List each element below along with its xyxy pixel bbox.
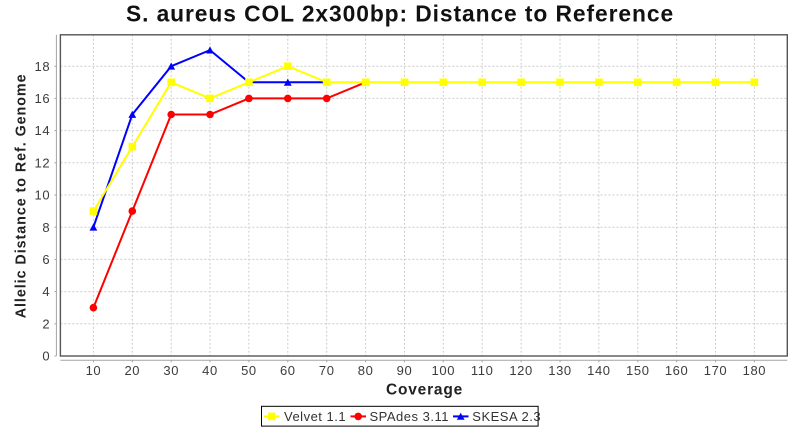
svg-text:14: 14: [35, 123, 51, 138]
svg-text:120: 120: [509, 363, 533, 378]
svg-text:150: 150: [626, 363, 650, 378]
svg-text:8: 8: [42, 220, 50, 235]
svg-text:0: 0: [42, 349, 50, 364]
svg-text:180: 180: [743, 363, 767, 378]
svg-text:10: 10: [86, 363, 102, 378]
svg-text:6: 6: [42, 252, 50, 267]
svg-text:Coverage: Coverage: [386, 382, 463, 399]
svg-text:130: 130: [548, 363, 572, 378]
svg-text:60: 60: [280, 363, 296, 378]
svg-text:12: 12: [35, 155, 51, 170]
svg-text:100: 100: [432, 363, 456, 378]
svg-text:50: 50: [241, 363, 257, 378]
svg-text:10: 10: [35, 188, 51, 203]
svg-text:Velvet 1.1: Velvet 1.1: [284, 409, 346, 424]
svg-text:4: 4: [42, 284, 50, 299]
svg-text:80: 80: [358, 363, 374, 378]
svg-text:SPAdes 3.11: SPAdes 3.11: [370, 409, 449, 424]
svg-text:30: 30: [163, 363, 179, 378]
svg-text:40: 40: [202, 363, 218, 378]
svg-text:2: 2: [42, 316, 50, 331]
svg-text:16: 16: [35, 91, 51, 106]
svg-text:18: 18: [35, 59, 51, 74]
svg-text:90: 90: [397, 363, 413, 378]
svg-text:S. aureus COL 2x300bp: Distanc: S. aureus COL 2x300bp: Distance to Refer…: [126, 0, 674, 26]
svg-text:70: 70: [319, 363, 335, 378]
svg-text:170: 170: [704, 363, 728, 378]
svg-text:SKESA 2.3: SKESA 2.3: [472, 409, 541, 424]
svg-text:160: 160: [665, 363, 689, 378]
svg-text:Allelic Distance to Ref. Genom: Allelic Distance to Ref. Genome: [13, 74, 29, 319]
svg-text:140: 140: [587, 363, 611, 378]
svg-text:110: 110: [471, 363, 494, 378]
svg-text:20: 20: [124, 363, 140, 378]
